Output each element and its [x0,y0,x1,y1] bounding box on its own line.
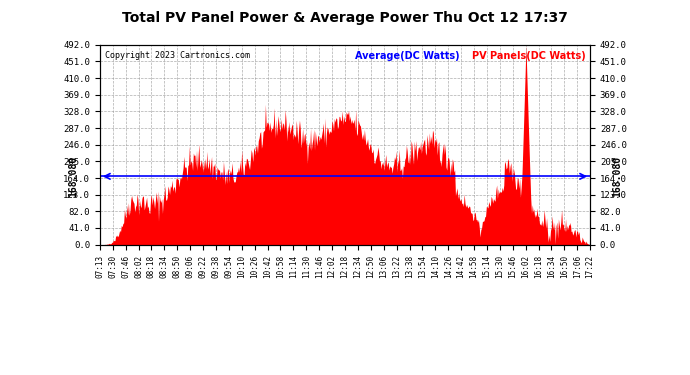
Text: PV Panels(DC Watts): PV Panels(DC Watts) [473,51,586,61]
Text: Copyright 2023 Cartronics.com: Copyright 2023 Cartronics.com [105,51,250,60]
Text: Average(DC Watts): Average(DC Watts) [355,51,460,61]
Text: 168.080: 168.080 [68,156,78,197]
Text: 168.080: 168.080 [612,156,622,197]
Text: Total PV Panel Power & Average Power Thu Oct 12 17:37: Total PV Panel Power & Average Power Thu… [122,11,568,25]
